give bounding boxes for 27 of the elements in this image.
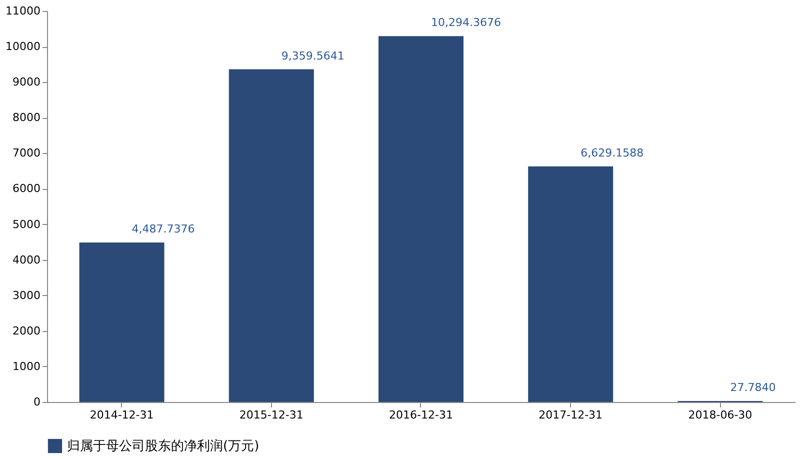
- data-label: 6,629.1588: [580, 146, 644, 160]
- bar: [528, 166, 614, 402]
- x-tick-label: 2017-12-31: [538, 408, 603, 422]
- x-tick-label: 2016-12-31: [389, 408, 453, 422]
- data-label: 10,294.3676: [431, 16, 501, 30]
- y-tick-label: 7000: [12, 146, 40, 160]
- y-tick-label: 0: [34, 396, 40, 408]
- y-tick-label: 2000: [12, 324, 40, 338]
- y-tick-label: 6000: [12, 182, 40, 196]
- y-tick-label: 10000: [6, 40, 40, 54]
- bar: [79, 242, 164, 402]
- x-tick-label: 2014-12-31: [90, 408, 154, 422]
- x-tick-label: 2015-12-31: [239, 408, 304, 422]
- x-tick-label: 2018-06-30: [688, 408, 752, 422]
- y-tick-label: 3000: [12, 288, 40, 302]
- data-label: 9,359.5641: [281, 49, 344, 62]
- legend-label: 归属于母公司股东的净利润(万元): [67, 439, 260, 454]
- data-label: 27.7840: [730, 381, 776, 394]
- bar: [378, 36, 464, 402]
- y-tick-label: 1000: [12, 360, 40, 373]
- y-tick-label: 11000: [6, 4, 40, 18]
- data-label: 4,487.7376: [132, 222, 195, 236]
- y-tick-label: 9000: [12, 76, 40, 89]
- y-tick-label: 5000: [12, 218, 40, 231]
- bar: [228, 69, 314, 402]
- y-tick-label: 8000: [12, 111, 40, 124]
- y-tick-label: 4000: [12, 253, 40, 266]
